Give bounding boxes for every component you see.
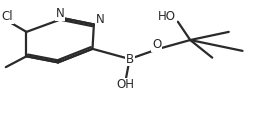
Text: Cl: Cl: [2, 10, 13, 23]
Text: N: N: [96, 12, 104, 25]
Text: O: O: [152, 38, 161, 51]
Text: OH: OH: [116, 78, 134, 91]
Text: B: B: [126, 52, 134, 65]
Text: HO: HO: [158, 10, 176, 23]
Text: N: N: [56, 7, 65, 20]
